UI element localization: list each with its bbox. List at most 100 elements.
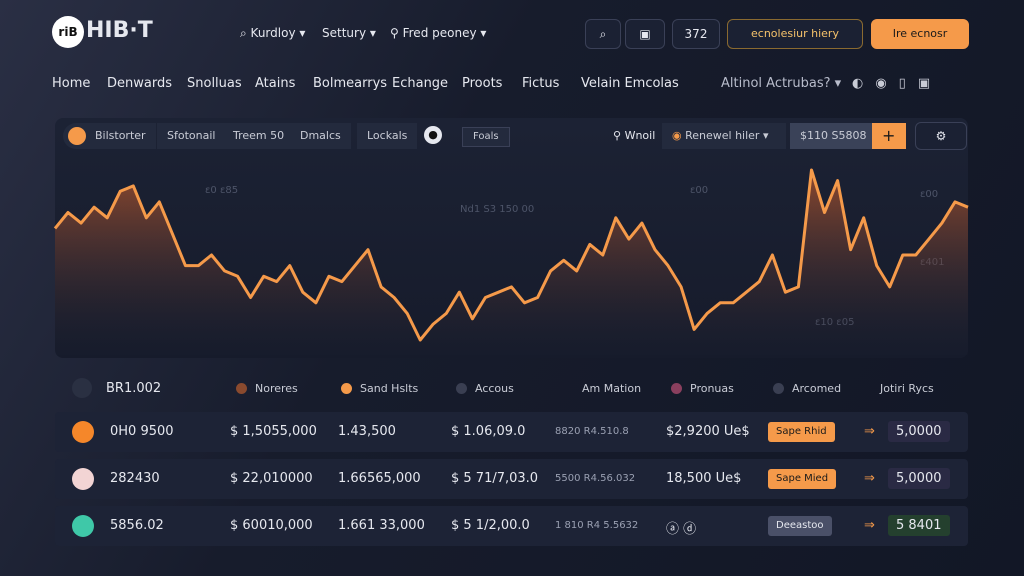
badge[interactable]: 372 (672, 19, 720, 49)
cell: ⓐ ⓓ (666, 522, 697, 537)
logo[interactable]: HIB·T (86, 18, 153, 43)
wallet-button[interactable]: ▣ (625, 19, 665, 49)
legend-tail: Jotiri Rycs (880, 382, 934, 395)
cell: 282430 (110, 471, 160, 486)
row-icon (72, 468, 94, 490)
legend-label: Pronuas (690, 382, 734, 395)
tab[interactable]: Sfotonail (157, 123, 226, 149)
legend-lead: BR1.002 (106, 381, 162, 396)
price: $110 S5808 (790, 123, 872, 149)
tab[interactable]: Dmalcs (290, 123, 351, 149)
cell: 1.66565,000 (338, 471, 421, 486)
search-button[interactable]: ⌕ (585, 19, 621, 49)
arrow: ⇒ (864, 518, 875, 533)
plus-button[interactable]: + (872, 123, 906, 149)
amount: 5 8401 (888, 515, 950, 536)
nav-item[interactable]: Atains (255, 76, 296, 91)
menu[interactable]: ⌕ Kurdloy ▾ (240, 26, 306, 40)
nav-item[interactable]: Home (52, 76, 91, 91)
watch[interactable]: ⚲ Wnoil (613, 129, 656, 142)
legend-swatch (341, 383, 352, 394)
menu-label: Kurdloy (250, 26, 296, 40)
logo-mark[interactable]: riB (52, 16, 84, 48)
cta-button[interactable]: Ire ecnosr (871, 19, 969, 49)
menu-label: Settury (322, 26, 367, 40)
nav-item[interactable]: Velain Emcolas (581, 76, 679, 91)
nav-item[interactable]: Fictus (522, 76, 560, 91)
legend-item[interactable]: Arcomed (773, 382, 841, 395)
row-icon (72, 515, 94, 537)
arrow: ⇒ (864, 471, 875, 486)
legend-label: Noreres (255, 382, 298, 395)
search[interactable]: ecnolesiur hiery (727, 19, 863, 49)
status-pill[interactable]: Sape Mied (768, 469, 837, 489)
pair-select[interactable]: ◉ Renewel hiler ▾ (662, 123, 786, 149)
legend-icon (72, 378, 92, 398)
cell: 18,500 Ue$ (666, 471, 742, 486)
cell: $2,9200 Ue$ (666, 424, 750, 439)
menu[interactable]: Settury ▾ (322, 26, 376, 40)
legend-swatch (671, 383, 682, 394)
menu-label: Fred peoney (402, 26, 477, 40)
cell: $ 5 1/2,00.0 (451, 518, 530, 533)
cell: 1 810 R4 5.5632 (555, 520, 639, 531)
nav-item[interactable]: Snolluas (187, 76, 242, 91)
filter[interactable]: Foals (462, 127, 510, 147)
icons[interactable]: ◐◉▯▣ (852, 76, 943, 91)
cell: $ 60010,000 (230, 518, 313, 533)
nav-item[interactable]: Proots (462, 76, 503, 91)
watch-label: Wnoil (624, 129, 656, 142)
cell: $ 5 71/7,03.0 (451, 471, 539, 486)
tab[interactable]: Treem 50 (223, 123, 295, 149)
menu[interactable]: ⚲ Fred peoney ▾ (390, 26, 487, 40)
legend-label: Sand Hslts (360, 382, 419, 395)
status-pill[interactable]: Sape Rhid (768, 422, 835, 442)
legend-item[interactable]: Noreres (236, 382, 298, 395)
cell: $ 1,5055,000 (230, 424, 317, 439)
status-pill[interactable]: Deeastoo (768, 516, 832, 536)
coin-icon[interactable]: ● (424, 126, 442, 144)
row-icon (72, 421, 94, 443)
settings-button[interactable]: ⚙ (915, 122, 967, 150)
chart-label: Nd1 S3 150 00 (460, 204, 534, 215)
legend-label: Arcomed (792, 382, 842, 395)
legend-label: Accous (475, 382, 514, 395)
cell: $ 1.06,09.0 (451, 424, 526, 439)
cell: 1.661 33,000 (338, 518, 425, 533)
cell: 8820 R4.510.8 (555, 426, 629, 437)
amount: 5,0000 (888, 468, 950, 489)
legend-label: Am Mation (582, 382, 642, 395)
legend-item[interactable]: Accous (456, 382, 514, 395)
cell: $ 22,010000 (230, 471, 313, 486)
amount: 5,0000 (888, 421, 950, 442)
table-row[interactable]: 282430 $ 22,010000 1.66565,000 $ 5 71/7,03.… (55, 459, 968, 499)
legend-swatch (456, 383, 467, 394)
legend-item[interactable]: Am Mation (563, 382, 641, 395)
legend-item[interactable]: Pronuas (671, 382, 734, 395)
nav-item[interactable]: Echange (392, 76, 449, 91)
cell: 1.43,500 (338, 424, 396, 439)
cell: 5500 R4.56.032 (555, 473, 636, 484)
select-label: Altinol Actrubas? (721, 76, 831, 91)
chart-label: ε0 ε85 (205, 185, 238, 196)
table-row[interactable]: 0H0 9500 $ 1,5055,000 1.43,500 $ 1.06,09.0 8… (55, 412, 968, 452)
chart-label: ε00 (690, 185, 708, 196)
cell: 5856.02 (110, 518, 164, 533)
nav-item[interactable]: Bolmearrys (313, 76, 388, 91)
table-row[interactable]: 5856.02 $ 60010,000 1.661 33,000 $ 5 1/2,00… (55, 506, 968, 546)
cell: 0H0 9500 (110, 424, 174, 439)
nav-item[interactable]: Denwards (107, 76, 172, 91)
arrow: ⇒ (864, 424, 875, 439)
tab[interactable]: Lockals (357, 123, 418, 149)
area (55, 170, 968, 355)
legend-swatch (773, 383, 784, 394)
legend-swatch (236, 383, 247, 394)
line (53, 168, 969, 342)
legend-item[interactable]: Sand Hslts (341, 382, 418, 395)
legend-swatch (563, 383, 574, 394)
pair-label: Renewel hiler (685, 129, 760, 142)
nav-select[interactable]: Altinol Actrubas? ▾ (721, 76, 842, 91)
tab-icon (68, 127, 86, 145)
